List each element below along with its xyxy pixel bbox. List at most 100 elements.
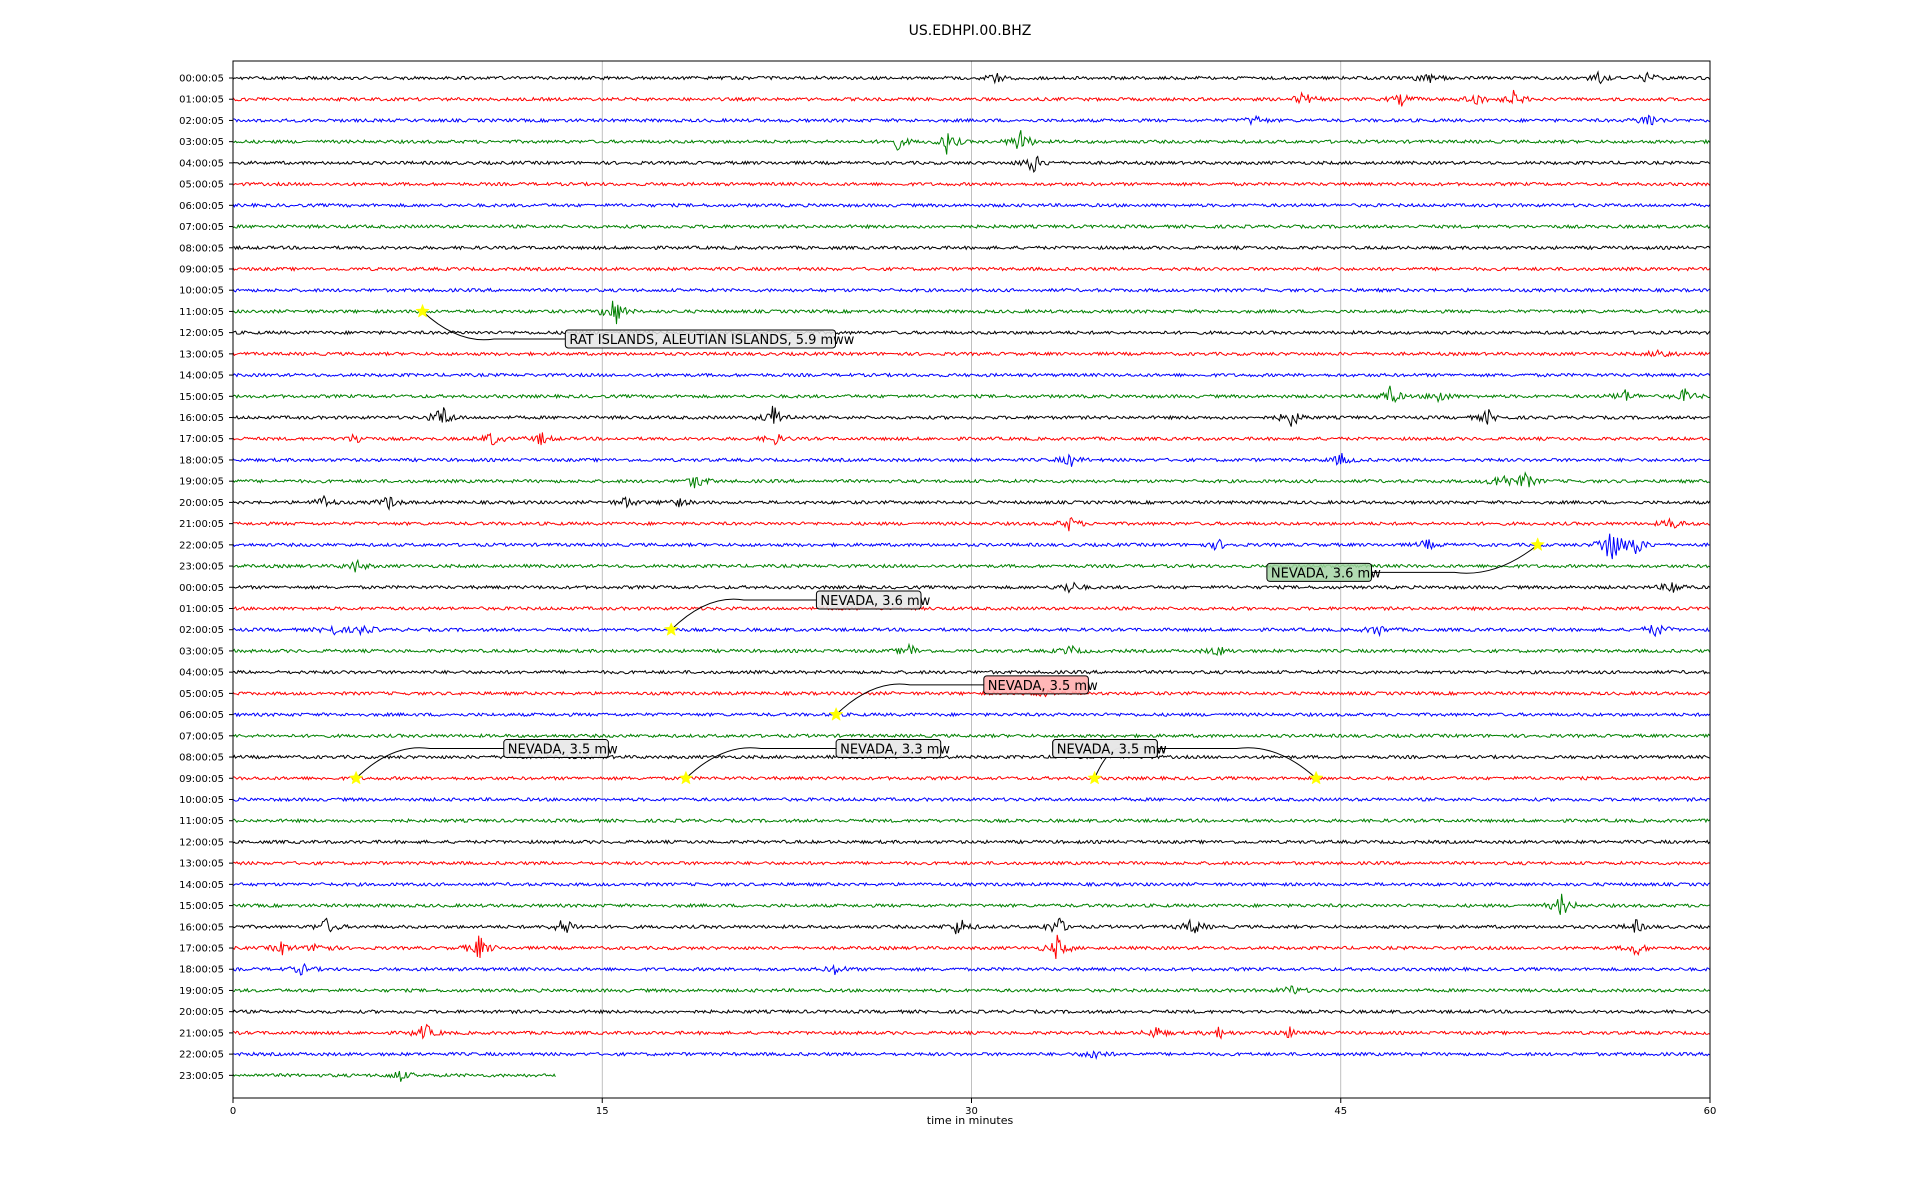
y-tick-label: 04:00:05 <box>179 158 224 169</box>
trace-row <box>232 348 1711 358</box>
event-label-box <box>815 590 922 610</box>
event-label-text: NEVADA, 3.6 mw <box>820 594 930 609</box>
x-tick-label: 60 <box>1704 1106 1717 1117</box>
trace-row <box>232 516 1710 532</box>
trace-row <box>232 533 1710 560</box>
y-tick-label: 19:00:05 <box>179 477 224 488</box>
trace-row <box>232 1050 1711 1060</box>
y-tick-label: 23:00:05 <box>179 562 224 573</box>
trace-row <box>232 934 1711 960</box>
trace-row <box>232 494 1711 511</box>
y-tick-label: 11:00:05 <box>179 816 224 827</box>
trace-row <box>232 642 1711 656</box>
trace-row <box>232 287 1711 293</box>
event-label-box <box>564 329 837 349</box>
event-star <box>348 770 364 785</box>
trace-row <box>232 754 1711 760</box>
y-tick-label: 09:00:05 <box>179 264 224 275</box>
event-connector <box>835 683 984 715</box>
y-tick-label: 02:00:05 <box>179 625 224 636</box>
y-tick-label: 10:00:05 <box>179 286 224 297</box>
event-label: NEVADA, 3.3 mw <box>835 739 950 759</box>
y-tick-label: 12:00:05 <box>179 328 224 339</box>
trace-row <box>232 372 1711 378</box>
event-label: NEVADA, 3.5 mw <box>1052 739 1167 759</box>
trace-row <box>232 471 1710 489</box>
event-label: NEVADA, 3.6 mw <box>1266 562 1381 582</box>
trace-row <box>232 775 1711 782</box>
y-tick-label: 07:00:05 <box>179 222 224 233</box>
y-tick-label: 05:00:05 <box>179 180 224 191</box>
trace-row <box>232 266 1711 272</box>
trace-row <box>232 89 1711 107</box>
trace-row <box>232 581 1711 594</box>
event-label-text: NEVADA, 3.3 mw <box>840 743 950 758</box>
trace-row <box>232 202 1711 209</box>
event-label-text: NEVADA, 3.6 mw <box>1271 566 1381 581</box>
y-tick-label: 00:00:05 <box>179 74 224 85</box>
x-tick-label: 30 <box>965 1106 978 1117</box>
trace-row <box>232 669 1710 675</box>
event-connector <box>1371 544 1538 574</box>
event-star <box>415 303 430 318</box>
y-tick-label: 11:00:05 <box>179 307 224 318</box>
event-connector <box>355 747 504 779</box>
event-markers: RAT ISLANDS, ALEUTIAN ISLANDS, 5.9 mww NE… <box>348 303 1545 785</box>
trace-row <box>232 732 1711 739</box>
trace-row <box>232 130 1711 155</box>
event-star <box>828 706 844 721</box>
y-tick-label: 13:00:05 <box>179 349 224 360</box>
event-label-text: NEVADA, 3.5 mw <box>1057 743 1167 758</box>
trace-row <box>232 881 1711 888</box>
event-connector <box>685 747 837 779</box>
y-tick-label: 21:00:05 <box>179 519 224 530</box>
event-connector <box>670 598 817 631</box>
y-tick-label: 19:00:05 <box>179 986 224 997</box>
event-label: NEVADA, 3.5 mw <box>503 739 618 759</box>
y-tick-label: 18:00:05 <box>179 455 224 466</box>
event-label-text: NEVADA, 3.5 mw <box>508 743 618 758</box>
y-tick-label: 06:00:05 <box>179 710 224 721</box>
y-tick-label: 08:00:05 <box>179 753 224 764</box>
trace-row <box>232 181 1711 187</box>
y-tick-label: 21:00:05 <box>179 1028 224 1039</box>
y-tick-label: 01:00:05 <box>179 604 224 615</box>
event-star <box>1308 770 1324 785</box>
trace-row <box>232 796 1711 803</box>
x-axis-ticks: 0 15 30 45 60 <box>230 1098 1717 1117</box>
chart-title: US.EDHPI.00.BHZ <box>909 23 1032 39</box>
y-tick-label: 08:00:05 <box>179 243 224 254</box>
trace-row <box>232 605 1710 612</box>
y-tick-label: 06:00:05 <box>179 201 224 212</box>
trace-row <box>232 405 1710 427</box>
event-label-box <box>983 675 1089 695</box>
y-tick-label: 15:00:05 <box>179 392 224 403</box>
event-label-box <box>1052 739 1158 759</box>
event-connector <box>422 311 566 341</box>
trace-row <box>232 1008 1710 1015</box>
event-connector <box>1157 747 1317 779</box>
y-tick-label: 13:00:05 <box>179 859 224 870</box>
y-tick-label: 05:00:05 <box>179 689 224 700</box>
trace-row <box>232 223 1711 230</box>
y-tick-label: 16:00:05 <box>179 413 224 424</box>
trace-row <box>232 962 1711 976</box>
event-label: RAT ISLANDS, ALEUTIAN ISLANDS, 5.9 mww <box>564 329 855 349</box>
x-tick-label: 15 <box>596 1106 609 1117</box>
trace-row <box>232 453 1711 467</box>
y-tick-label: 22:00:05 <box>179 1050 224 1061</box>
trace-row <box>232 432 1710 446</box>
y-tick-label: 00:00:05 <box>179 583 224 594</box>
trace-row <box>232 114 1711 126</box>
vertical-gridlines <box>601 61 1342 1098</box>
y-tick-label: 23:00:05 <box>179 1071 224 1082</box>
y-tick-label: 07:00:05 <box>179 731 224 742</box>
trace-row <box>232 70 1711 85</box>
trace-row <box>232 817 1711 824</box>
trace-row <box>232 839 1711 845</box>
x-tick-label: 45 <box>1334 1106 1347 1117</box>
y-tick-label: 12:00:05 <box>179 837 224 848</box>
y-tick-label: 04:00:05 <box>179 668 224 679</box>
y-tick-label: 17:00:05 <box>179 944 224 955</box>
